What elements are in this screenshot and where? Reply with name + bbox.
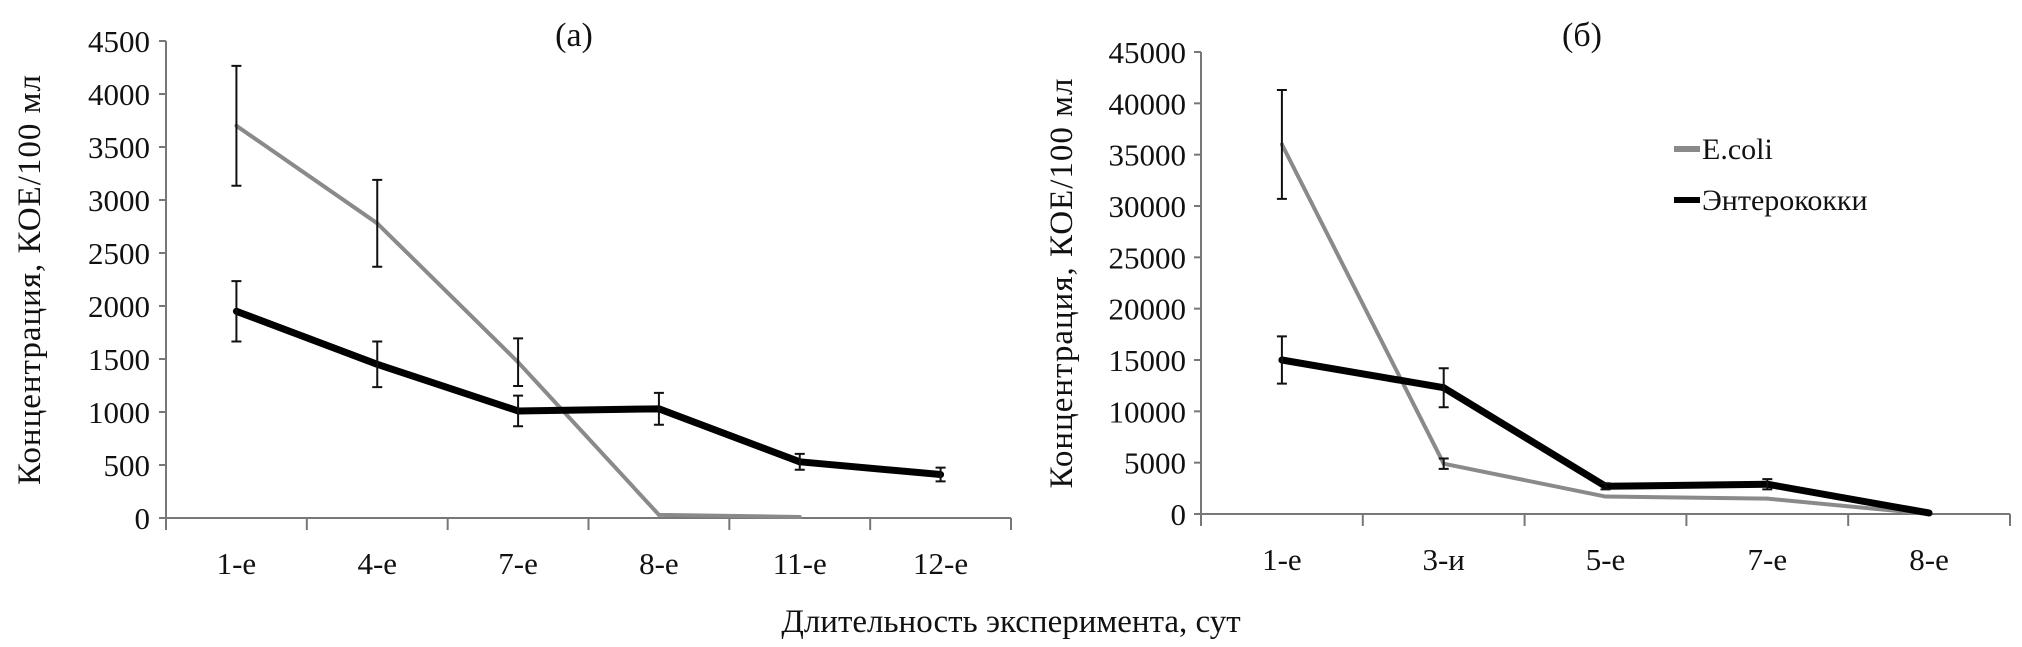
y-tick-label: 25000 [1109, 240, 1187, 275]
series-line-enterococci [235, 308, 941, 479]
y-axis-label: Концентрация, КОЕ/100 мл [12, 74, 48, 485]
y-tick-label: 45000 [1109, 35, 1187, 70]
error-bar [1438, 367, 1449, 409]
y-tick-label: 2000 [88, 289, 150, 324]
y-tick-label: 1000 [88, 395, 150, 430]
x-tick-label: 8-е [1909, 542, 1949, 577]
y-axis-label: Концентрация, КОЕ/100 мл [1044, 78, 1080, 489]
error-bar [513, 394, 524, 428]
chart-b: (б) Концентрация, КОЕ/100 мл 0 5000 10000 150… [1044, 17, 2011, 577]
error-bar [231, 280, 242, 343]
error-bar [1276, 88, 1287, 200]
error-bar [1276, 335, 1287, 385]
x-axis-label: Длительность эксперимента, сут [781, 604, 1240, 640]
y-tick-label: 30000 [1109, 189, 1187, 224]
x-tick-label: 11-е [773, 546, 827, 581]
y-tick-label: 3500 [88, 130, 150, 165]
data-point [1765, 496, 1770, 501]
y-tick-label: 4000 [88, 77, 150, 112]
y-tick-label: 4500 [88, 24, 150, 59]
y-tick-label: 40000 [1109, 86, 1187, 121]
x-tick-label: 1-е [217, 546, 257, 581]
y-tick-label: 3000 [88, 183, 150, 218]
error-bar [1600, 482, 1611, 491]
y-tick-label: 35000 [1109, 138, 1187, 173]
legend-label: E.coli [1702, 133, 1773, 166]
y-tick-label: 0 [1171, 497, 1187, 532]
chart-title: (б) [1562, 17, 1602, 54]
error-bar [653, 391, 664, 426]
y-tick-label: 0 [135, 501, 151, 536]
x-tick-label: 7-е [498, 546, 538, 581]
data-point [1603, 494, 1608, 499]
y-tick-label: 20000 [1109, 292, 1187, 327]
series-line-ecoli [235, 124, 800, 519]
y-tick-label: 15000 [1109, 343, 1187, 378]
x-tick-label: 4-е [357, 546, 397, 581]
y-tick-label: 500 [104, 448, 151, 483]
data-point [797, 514, 802, 519]
error-bar [1438, 457, 1449, 470]
error-bar [794, 452, 805, 471]
chart-title: (a) [555, 17, 593, 54]
error-bar [935, 466, 946, 483]
x-tick-label: 12-е [913, 546, 968, 581]
y-tick-label: 10000 [1109, 394, 1187, 429]
error-bar [513, 337, 524, 388]
x-tick-label: 3-и [1422, 542, 1464, 577]
x-tick-label: 8-е [639, 546, 679, 581]
error-bar [1762, 478, 1773, 491]
error-bar [372, 178, 383, 268]
y-tick-label: 5000 [1124, 446, 1186, 481]
x-tick-label: 5-е [1586, 542, 1626, 577]
error-bar [231, 64, 242, 187]
data-point [656, 512, 661, 517]
y-tick-label: 1500 [88, 342, 150, 377]
y-tick-label: 2500 [88, 236, 150, 271]
data-point [1925, 509, 1933, 517]
x-tick-label: 1-е [1262, 542, 1302, 577]
legend-label: Энтерококки [1702, 184, 1868, 217]
error-bar [372, 340, 383, 389]
chart-a: (a) Концентрация, КОЕ/100 мл 0 500 1000 1500 2… [12, 17, 1012, 581]
x-tick-label: 7-е [1748, 542, 1788, 577]
